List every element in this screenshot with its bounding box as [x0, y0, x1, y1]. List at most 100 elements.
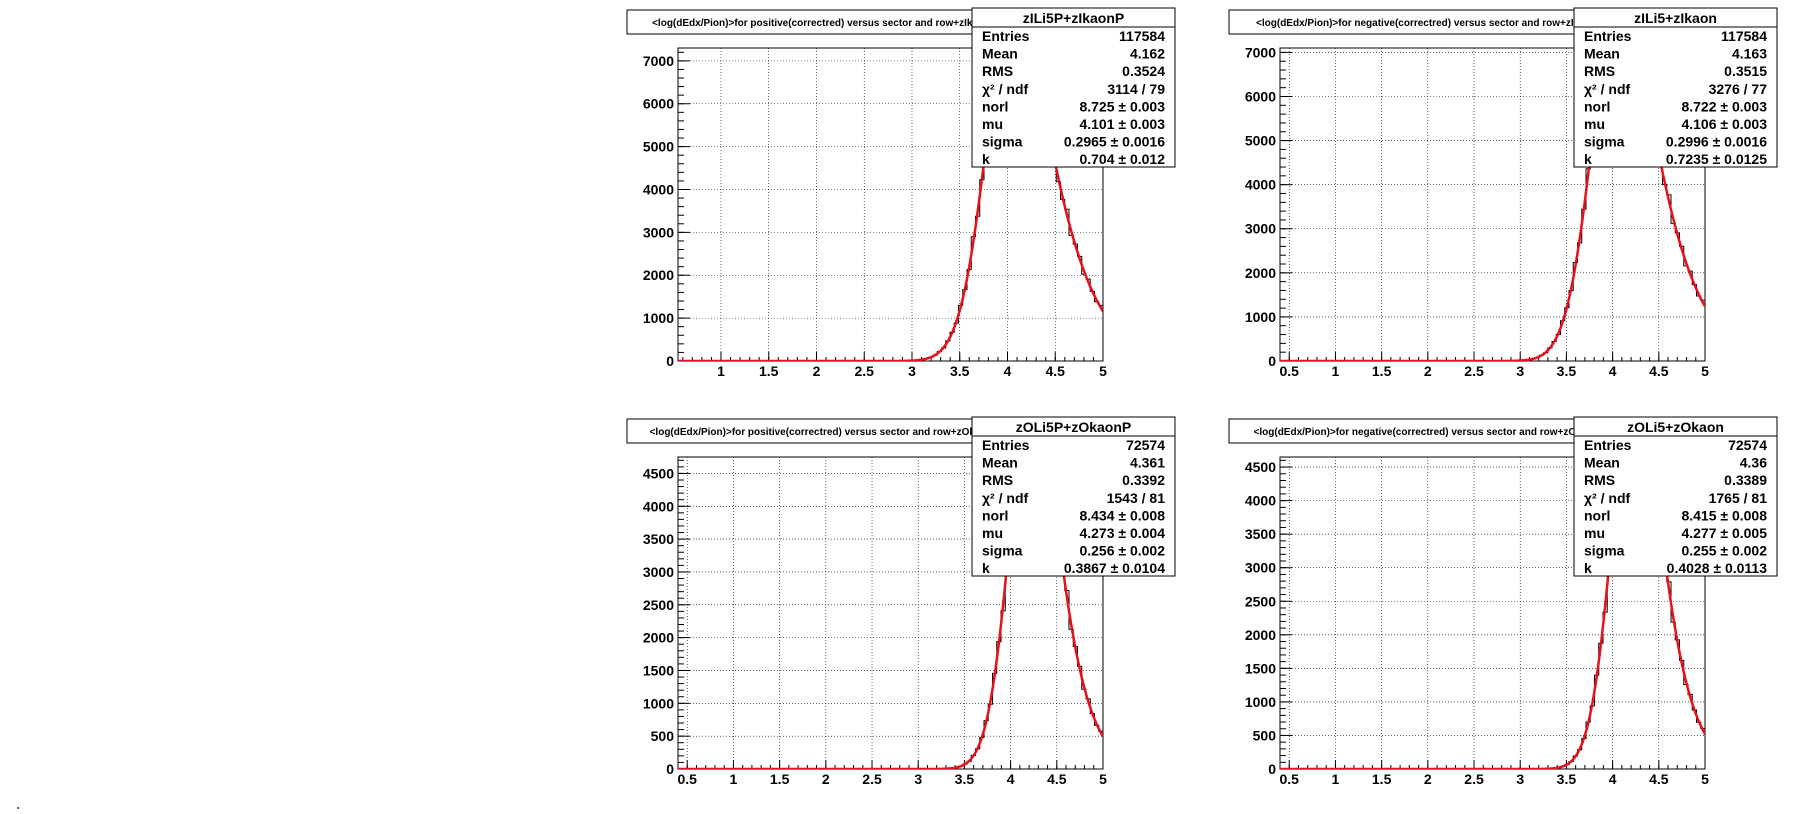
stats-key: χ² / ndf — [1584, 490, 1630, 506]
stats-value: 0.4028 ± 0.0113 — [1667, 560, 1768, 576]
x-tick-label: 1.5 — [759, 363, 779, 379]
stats-key: Mean — [1584, 46, 1620, 62]
stats-value: 117584 — [1721, 28, 1767, 44]
plot-title: <log(dEdx/Pion)>for negative(correctred)… — [1256, 18, 1597, 29]
x-tick-label: 3.5 — [1557, 771, 1577, 787]
stats-key: mu — [1584, 116, 1605, 132]
stats-value: 0.2996 ± 0.0016 — [1666, 134, 1767, 150]
stats-key: k — [1584, 151, 1592, 167]
stats-key: χ² / ndf — [982, 81, 1028, 97]
stats-key: norl — [1584, 507, 1610, 523]
plot-title: <log(dEdx/Pion)>for positive(correctred)… — [652, 18, 997, 29]
x-tick-label: 3.5 — [950, 363, 970, 379]
x-tick-label: 1 — [1332, 363, 1340, 379]
stats-key: RMS — [982, 63, 1013, 79]
stats-value: 4.106 ± 0.003 — [1681, 116, 1767, 132]
x-tick-label: 1.5 — [1372, 363, 1392, 379]
stats-key: Entries — [1584, 28, 1632, 44]
stats-box — [971, 7, 1176, 168]
y-tick-label: 500 — [1253, 727, 1277, 743]
x-tick-label: 2 — [813, 363, 821, 379]
stats-key: Mean — [1584, 455, 1620, 471]
stats-key: Mean — [982, 46, 1018, 62]
stats-value: 4.273 ± 0.004 — [1079, 525, 1165, 541]
x-tick-label: 3 — [908, 363, 916, 379]
histogram-panel-positive-zIkaonP: 1 1.5 2 2.5 3 3.5 4 4.5 5 0 1000 2000 3000 4000 5000 60… — [626, 7, 1176, 379]
stats-value: 4.162 — [1130, 46, 1165, 62]
x-tick-label: 5 — [1099, 771, 1107, 787]
stats-value: 1543 / 81 — [1107, 490, 1166, 506]
stats-key: norl — [982, 98, 1008, 114]
stats-key: sigma — [982, 543, 1023, 559]
stats-value: 0.3867 ± 0.0104 — [1064, 560, 1165, 576]
y-tick-label: 3500 — [1245, 526, 1276, 542]
stats-value: 117584 — [1119, 28, 1165, 44]
plot-title: <log(dEdx/Pion)>for negative(correctred)… — [1254, 427, 1600, 438]
stats-value: 0.7235 ± 0.0125 — [1666, 151, 1767, 167]
x-tick-label: 3.5 — [1557, 363, 1577, 379]
x-tick-label: 4 — [1004, 363, 1012, 379]
stats-value: 0.3524 — [1122, 63, 1165, 79]
x-tick-label: 1.5 — [770, 771, 790, 787]
fit-curve — [678, 48, 1103, 361]
x-tick-label: 3 — [1516, 771, 1524, 787]
stats-value: 4.101 ± 0.003 — [1079, 116, 1165, 132]
stats-name: zILi5+zIkaon — [1634, 10, 1717, 26]
stats-key: RMS — [1584, 63, 1615, 79]
x-tick-label: 3 — [1516, 363, 1524, 379]
stats-key: k — [982, 151, 990, 167]
y-tick-label: 3000 — [1245, 560, 1276, 576]
y-tick-label: 1000 — [1245, 694, 1276, 710]
x-tick-label: 3 — [914, 771, 922, 787]
stats-value: 4.163 — [1732, 46, 1767, 62]
x-tick-label: 2.5 — [1464, 771, 1484, 787]
stats-key: χ² / ndf — [982, 490, 1028, 506]
y-tick-label: 4500 — [1245, 459, 1276, 475]
y-tick-label: 4000 — [643, 498, 674, 514]
x-tick-label: 1 — [730, 771, 738, 787]
y-tick-label: 0 — [666, 761, 674, 777]
y-tick-label: 4500 — [643, 465, 674, 481]
x-tick-label: 4.5 — [1046, 363, 1066, 379]
stats-value: 4.277 ± 0.005 — [1681, 525, 1767, 541]
y-tick-label: 4000 — [643, 181, 674, 197]
title-box — [626, 418, 1023, 444]
histogram-panel-negative-zOkaon: 0.5 1 1.5 2 2.5 3 3.5 4 4.5 5 0 500 1000 1500 2000 2500… — [1228, 416, 1778, 787]
stats-key: Mean — [982, 455, 1018, 471]
x-tick-label: 5 — [1701, 363, 1709, 379]
x-tick-label: 4 — [1007, 771, 1015, 787]
y-tick-label: 4000 — [1245, 177, 1276, 193]
stats-value: 72574 — [1728, 437, 1767, 453]
x-tick-label: 4 — [1609, 363, 1617, 379]
x-tick-label: 2.5 — [1464, 363, 1484, 379]
y-tick-label: 1000 — [1245, 309, 1276, 325]
stats-value: 0.255 ± 0.002 — [1681, 543, 1767, 559]
stats-value: 0.704 ± 0.012 — [1079, 151, 1165, 167]
x-tick-label: 2 — [1424, 771, 1432, 787]
stats-key: sigma — [1584, 543, 1625, 559]
histogram-panel-negative-zIkaon: 0.5 1 1.5 2 2.5 3 3.5 4 4.5 5 0 1000 2000 3000 4000 500… — [1228, 7, 1778, 379]
y-tick-label: 0 — [1268, 761, 1276, 777]
stats-key: sigma — [982, 134, 1023, 150]
stats-box — [1573, 7, 1778, 168]
stats-value: 8.415 ± 0.008 — [1681, 507, 1767, 523]
x-tick-label: 2 — [1424, 363, 1432, 379]
stats-value: 8.722 ± 0.003 — [1681, 98, 1767, 114]
y-tick-label: 5000 — [643, 139, 674, 155]
stats-value: 8.434 ± 0.008 — [1079, 507, 1165, 523]
stats-key: k — [982, 560, 990, 576]
x-tick-label: 4.5 — [1649, 771, 1669, 787]
stats-key: RMS — [1584, 472, 1615, 488]
title-box — [1228, 9, 1625, 35]
y-tick-label: 3000 — [643, 564, 674, 580]
y-tick-label: 500 — [651, 728, 675, 744]
stats-key: χ² / ndf — [1584, 81, 1630, 97]
stats-value: 3276 / 77 — [1709, 81, 1768, 97]
y-tick-label: 4000 — [1245, 493, 1276, 509]
stats-value: 4.361 — [1130, 455, 1165, 471]
x-tick-label: 2.5 — [855, 363, 875, 379]
stats-value: 8.725 ± 0.003 — [1079, 98, 1165, 114]
stats-value: 0.2965 ± 0.0016 — [1064, 134, 1165, 150]
x-tick-label: 0.5 — [678, 771, 698, 787]
